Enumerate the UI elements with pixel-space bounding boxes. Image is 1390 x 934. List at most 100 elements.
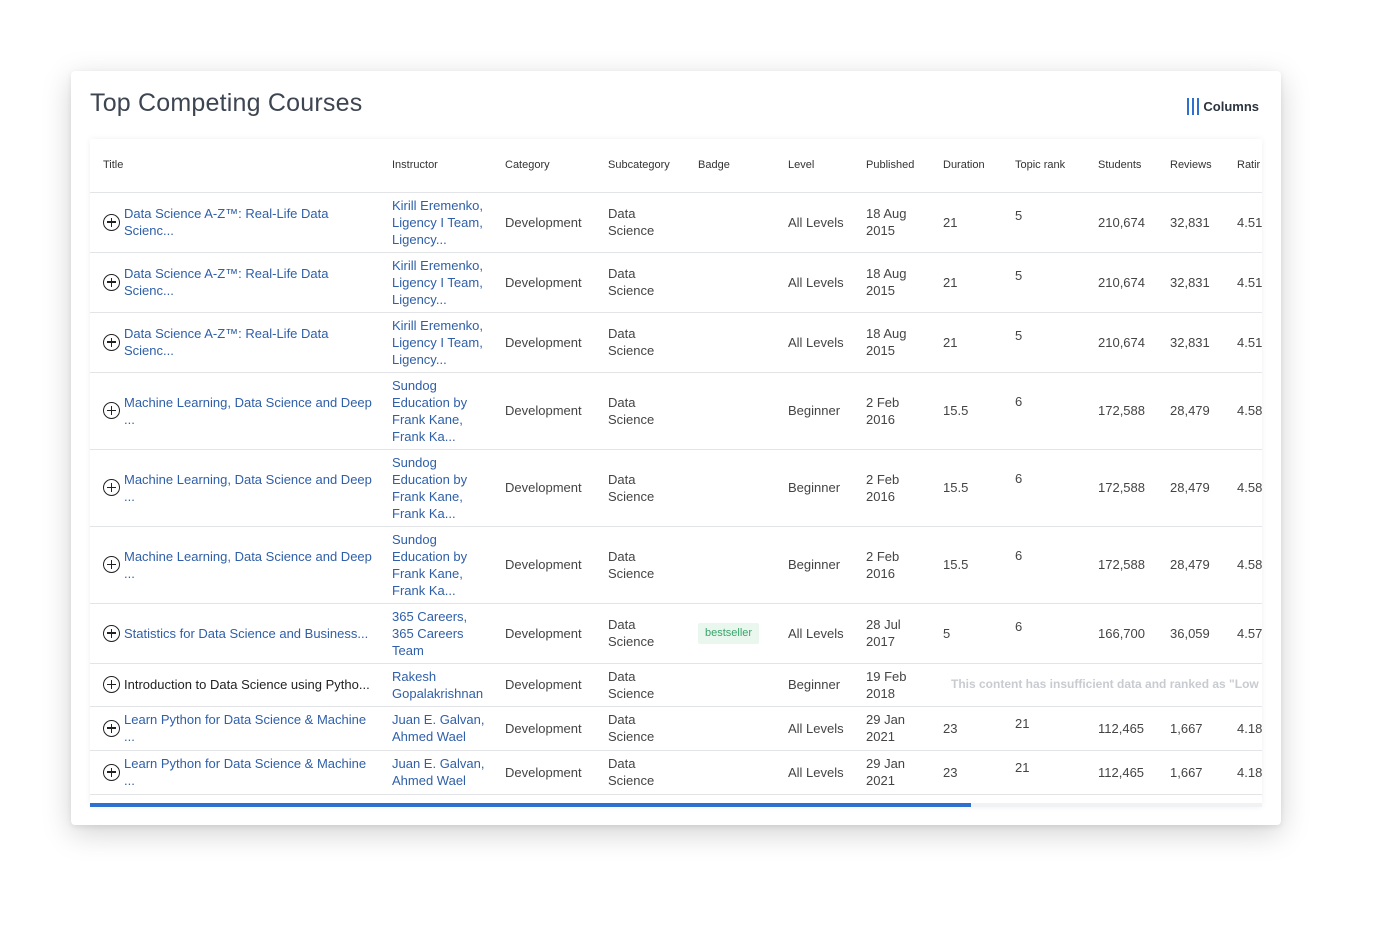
rating-cell: 4.18 <box>1224 706 1262 751</box>
students-cell: 172,588 <box>1085 372 1157 450</box>
course-title[interactable]: Data Science A-Z™: Real-Life Data Scienc… <box>124 326 329 358</box>
column-header-title[interactable]: Title <box>90 139 379 193</box>
reviews-cell: 28,479 <box>1157 449 1224 527</box>
instructor-link[interactable]: Kirill Eremenko, Ligency I Team, Ligency… <box>392 257 484 307</box>
students-cell: 172,588 <box>1085 526 1157 604</box>
column-header-topic-rank[interactable]: Topic rank <box>1002 139 1085 193</box>
table-row[interactable]: Data Science A-Z™: Real-Life Data Scienc… <box>90 192 1262 253</box>
course-title[interactable]: Machine Learning, Data Science and Deep … <box>124 394 372 427</box>
column-header-instructor[interactable]: Instructor <box>379 139 492 193</box>
table-row[interactable]: Data Science A-Z™: Real-Life Data Scienc… <box>90 312 1262 373</box>
instructor-link[interactable]: 365 Careers, 365 Careers Team <box>392 608 468 658</box>
expand-plus-icon[interactable] <box>103 479 120 496</box>
expand-plus-icon[interactable] <box>103 676 120 693</box>
table-row[interactable]: Machine Learning, Data Science and Deep … <box>90 449 1262 527</box>
instructor-cell: Kirill Eremenko, Ligency I Team, Ligency… <box>379 252 492 313</box>
column-header-rating[interactable]: Ratir <box>1224 139 1262 193</box>
instructor-link[interactable]: Sundog Education by Frank Kane, Frank Ka… <box>392 531 468 598</box>
horizontal-scrollbar[interactable] <box>90 803 1262 807</box>
columns-label: Columns <box>1203 99 1259 114</box>
topic-rank-cell: 6 <box>1002 449 1085 527</box>
published-cell: 29 Jan 2021 <box>853 706 930 751</box>
expand-plus-icon[interactable] <box>103 333 120 351</box>
expand-plus-icon[interactable] <box>103 719 120 737</box>
duration-cell: 21 <box>930 252 1002 313</box>
table-row[interactable]: Data Science A-Z™: Real-Life Data Scienc… <box>90 252 1262 313</box>
badge-cell <box>685 192 775 253</box>
title-cell: Statistics for Data Science and Business… <box>90 603 379 664</box>
expand-plus-icon[interactable] <box>103 213 120 231</box>
course-title[interactable]: Machine Learning, Data Science and Deep … <box>124 471 372 504</box>
table-row[interactable]: Machine Learning, Data Science and Deep … <box>90 372 1262 450</box>
expand-plus-icon[interactable] <box>103 402 120 419</box>
subcategory-cell: Data Science <box>595 449 685 527</box>
instructor-link[interactable]: Kirill Eremenko, Ligency I Team, Ligency… <box>392 197 484 247</box>
course-title[interactable]: Learn Python for Data Science & Machine … <box>124 712 367 744</box>
instructor-link[interactable]: Rakesh Gopalakrishnan <box>392 668 484 701</box>
status-badge: bestseller <box>698 622 760 644</box>
topic-rank-cell: 6 <box>1002 603 1085 664</box>
table-row[interactable]: Statistics for Data Science and Business… <box>90 603 1262 664</box>
topic-rank-cell: 5 <box>1002 252 1085 313</box>
course-title[interactable]: Machine Learning, Data Science and Deep … <box>124 548 372 581</box>
level-cell: All Levels <box>775 750 853 795</box>
column-header-reviews[interactable]: Reviews <box>1157 139 1224 193</box>
published-cell: 18 Aug 2015 <box>853 192 930 253</box>
students-cell: 172,588 <box>1085 449 1157 527</box>
course-title[interactable]: Data Science A-Z™: Real-Life Data Scienc… <box>124 266 329 298</box>
title-cell: Data Science A-Z™: Real-Life Data Scienc… <box>90 312 379 373</box>
instructor-link[interactable]: Juan E. Galvan, Ahmed Wael <box>392 712 485 744</box>
students-cell: 112,465 <box>1085 750 1157 795</box>
instructor-link[interactable]: Juan E. Galvan, Ahmed Wael <box>392 756 485 788</box>
title-cell: Machine Learning, Data Science and Deep … <box>90 372 379 450</box>
duration-cell: 15.5 <box>930 449 1002 527</box>
rating-cell: 4.51 <box>1224 252 1262 313</box>
course-title[interactable]: Data Science A-Z™: Real-Life Data Scienc… <box>124 206 329 238</box>
duration-cell: 21 <box>930 312 1002 373</box>
expand-plus-icon[interactable] <box>103 556 120 573</box>
published-cell: 28 Jul 2017 <box>853 603 930 664</box>
table-row[interactable]: Introduction to Data Science using Pytho… <box>90 663 1262 707</box>
duration-cell: 23 <box>930 750 1002 795</box>
category-cell: Development <box>492 449 595 527</box>
level-cell: All Levels <box>775 252 853 313</box>
title-cell: Learn Python for Data Science & Machine … <box>90 750 379 795</box>
instructor-link[interactable]: Kirill Eremenko, Ligency I Team, Ligency… <box>392 317 484 367</box>
instructor-cell: Sundog Education by Frank Kane, Frank Ka… <box>379 526 492 604</box>
expand-plus-icon[interactable] <box>103 763 120 781</box>
topic-rank-cell: 21 <box>1002 706 1085 751</box>
instructor-link[interactable]: Sundog Education by Frank Kane, Frank Ka… <box>392 454 468 521</box>
columns-button[interactable]: Columns <box>1187 98 1259 115</box>
badge-cell <box>685 663 775 707</box>
course-title[interactable]: Statistics for Data Science and Business… <box>124 625 369 641</box>
low-data-message-cell: This content has insufficient data and r… <box>930 663 1262 707</box>
scrollbar-thumb[interactable] <box>90 803 971 807</box>
column-header-badge[interactable]: Badge <box>685 139 775 193</box>
course-title[interactable]: Learn Python for Data Science & Machine … <box>124 756 367 788</box>
badge-cell <box>685 706 775 751</box>
column-header-level[interactable]: Level <box>775 139 853 193</box>
instructor-link[interactable]: Sundog Education by Frank Kane, Frank Ka… <box>392 377 468 444</box>
students-cell: 166,700 <box>1085 603 1157 664</box>
table-row[interactable]: Learn Python for Data Science & Machine … <box>90 706 1262 751</box>
column-header-category[interactable]: Category <box>492 139 595 193</box>
table-row[interactable]: Machine Learning, Data Science and Deep … <box>90 526 1262 604</box>
level-cell: All Levels <box>775 192 853 253</box>
table-row[interactable]: Learn Python for Data Science & Machine … <box>90 750 1262 795</box>
reviews-cell: 32,831 <box>1157 252 1224 313</box>
expand-plus-icon[interactable] <box>103 624 120 642</box>
rating-cell: 4.58 <box>1224 372 1262 450</box>
level-cell: Beginner <box>775 526 853 604</box>
rating-cell: 4.58 <box>1224 526 1262 604</box>
category-cell: Development <box>492 312 595 373</box>
badge-cell <box>685 750 775 795</box>
column-header-duration[interactable]: Duration <box>930 139 1002 193</box>
reviews-cell: 32,831 <box>1157 312 1224 373</box>
expand-plus-icon[interactable] <box>103 273 120 291</box>
column-header-published[interactable]: Published <box>853 139 930 193</box>
column-header-students[interactable]: Students <box>1085 139 1157 193</box>
duration-cell: 15.5 <box>930 526 1002 604</box>
column-header-subcategory[interactable]: Subcategory <box>595 139 685 193</box>
courses-table-container[interactable]: Title Instructor Category Subcategory Badge L… <box>90 139 1262 807</box>
instructor-cell: 365 Careers, 365 Careers Team <box>379 603 492 664</box>
